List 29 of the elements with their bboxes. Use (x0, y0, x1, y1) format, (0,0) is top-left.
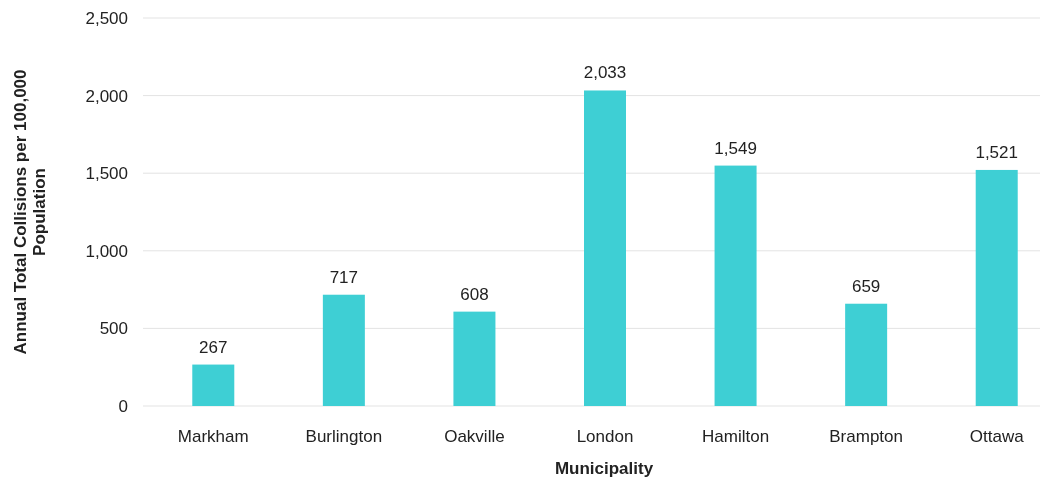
y-tick-label: 2,000 (85, 86, 128, 106)
bar (714, 165, 757, 406)
x-tick-label: Oakville (444, 427, 505, 446)
x-tick-label: Hamilton (702, 427, 770, 446)
data-label: 608 (460, 284, 489, 304)
data-label: 717 (329, 267, 359, 287)
x-tick-label: Brampton (829, 427, 903, 446)
data-label: 659 (851, 276, 881, 296)
y-tick-label: 1,500 (85, 164, 128, 184)
bar (453, 311, 496, 406)
x-axis-title: Municipality (554, 459, 654, 478)
data-label: 2,033 (583, 63, 627, 83)
bar (584, 90, 626, 406)
bar (975, 169, 1018, 406)
x-tick-label: Ottawa (969, 427, 1025, 446)
bar (192, 364, 235, 406)
data-label: 267 (199, 337, 228, 357)
data-label: 1,521 (975, 142, 1018, 162)
y-tick-label: 2,500 (85, 8, 128, 28)
x-tick-label: Markham (177, 427, 249, 446)
y-tick-label: 500 (99, 319, 128, 339)
bar (322, 294, 365, 406)
y-axis-title: Annual Total Collisions per 100,000 Population (11, 69, 49, 355)
y-tick-label: 1,000 (85, 241, 128, 261)
y-tick-label: 0 (118, 396, 128, 416)
bar (845, 303, 888, 406)
x-tick-label: London (576, 427, 634, 446)
x-tick-label: Burlington (305, 427, 383, 446)
data-label: 1,549 (714, 138, 757, 158)
